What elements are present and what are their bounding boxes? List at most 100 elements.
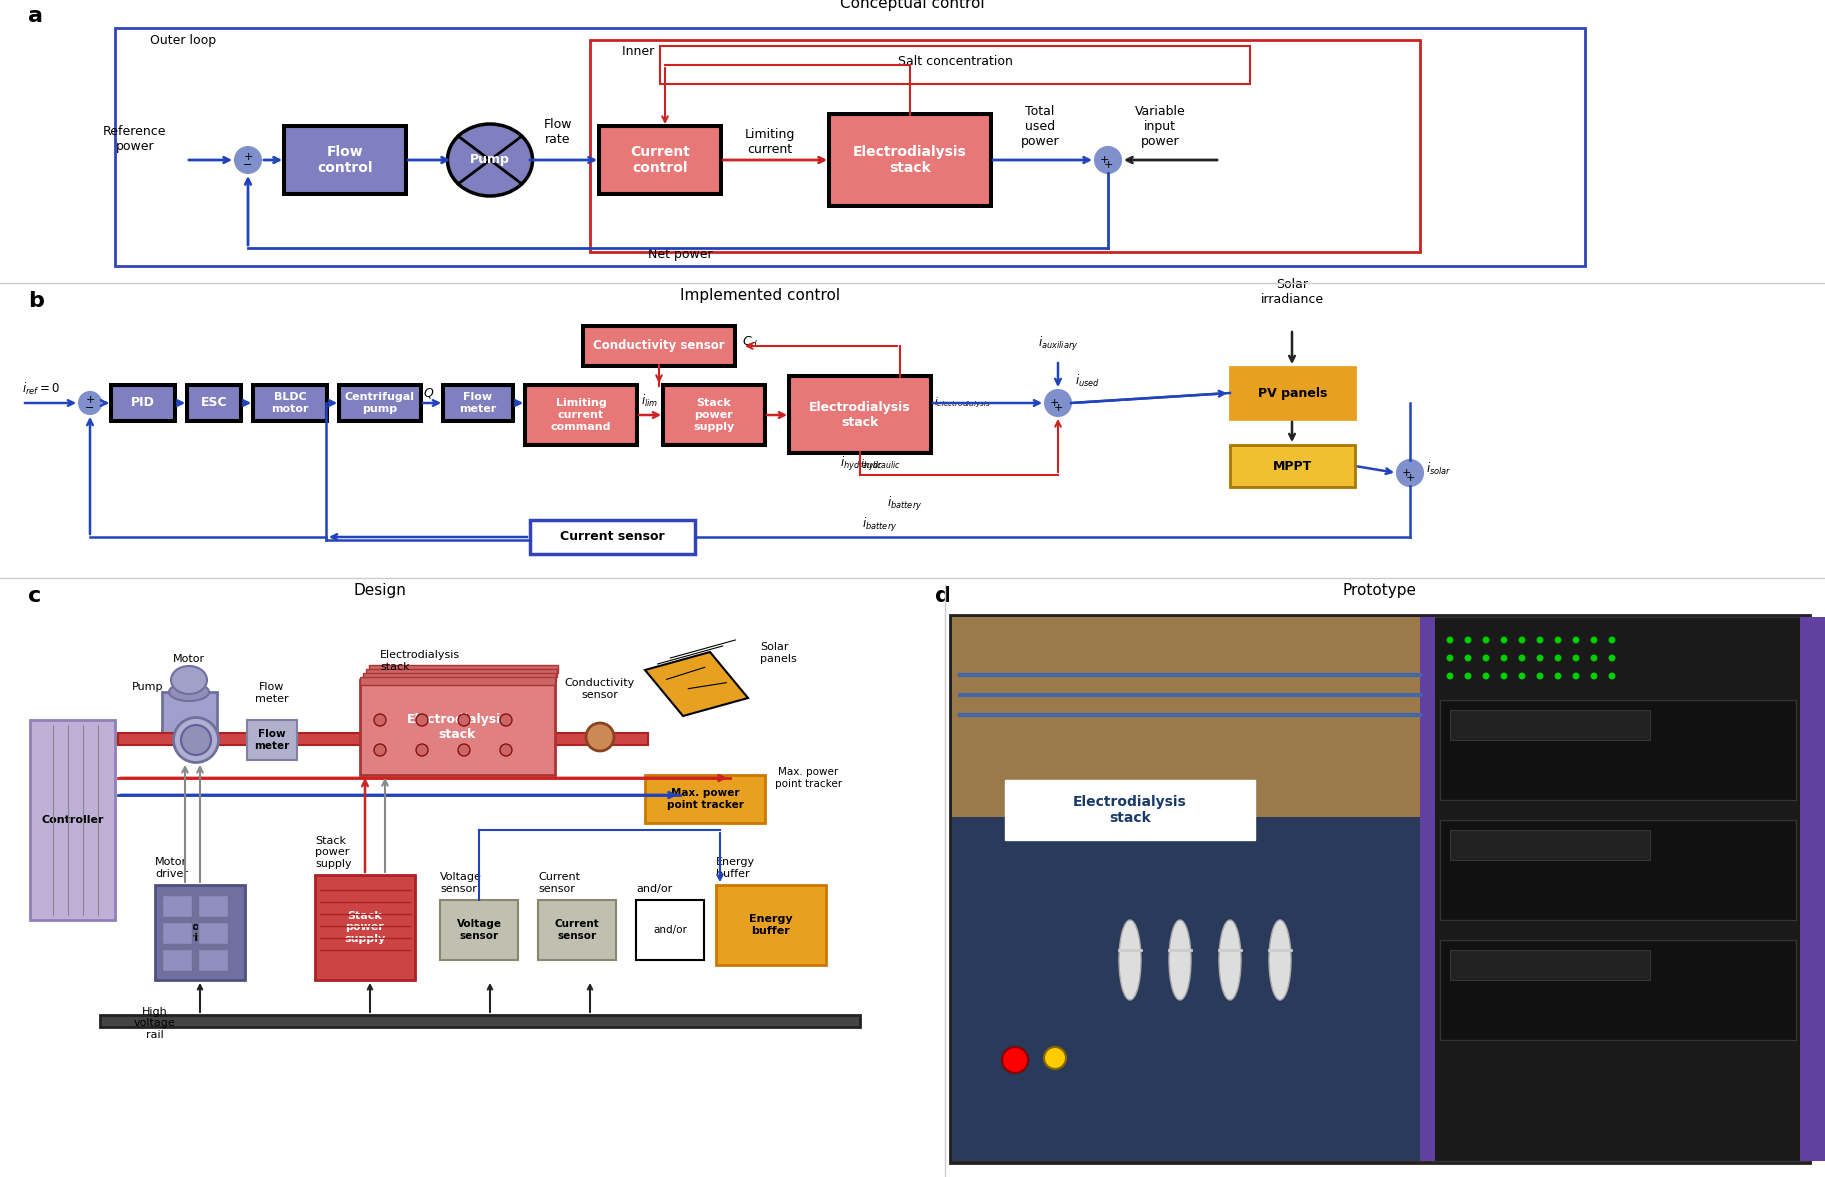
Text: Pump: Pump <box>471 153 509 166</box>
Text: Max. power
point tracker: Max. power point tracker <box>666 789 743 810</box>
Ellipse shape <box>1447 672 1453 679</box>
Ellipse shape <box>1591 672 1597 679</box>
FancyBboxPatch shape <box>252 383 328 423</box>
Ellipse shape <box>1537 672 1544 679</box>
Text: $i_{lim}$: $i_{lim}$ <box>641 393 659 410</box>
Ellipse shape <box>447 124 533 197</box>
Ellipse shape <box>458 714 471 726</box>
Ellipse shape <box>1482 637 1489 644</box>
Ellipse shape <box>416 714 429 726</box>
Text: Conceptual control: Conceptual control <box>840 0 984 11</box>
Text: Current
sensor: Current sensor <box>555 919 599 940</box>
Text: Controller: Controller <box>42 814 104 825</box>
FancyBboxPatch shape <box>110 383 177 423</box>
FancyBboxPatch shape <box>538 900 617 960</box>
Ellipse shape <box>1500 672 1507 679</box>
Text: Salt concentration: Salt concentration <box>898 55 1013 68</box>
Text: Motor: Motor <box>173 654 204 664</box>
FancyBboxPatch shape <box>440 900 518 960</box>
FancyBboxPatch shape <box>584 327 734 365</box>
FancyBboxPatch shape <box>1006 780 1256 840</box>
Text: Electrodialysis
stack: Electrodialysis stack <box>380 651 460 672</box>
FancyBboxPatch shape <box>162 922 192 944</box>
FancyBboxPatch shape <box>597 124 723 197</box>
FancyBboxPatch shape <box>162 949 192 971</box>
Ellipse shape <box>1555 637 1562 644</box>
Text: High
voltage
rail: High voltage rail <box>133 1006 175 1040</box>
Text: +: + <box>1405 473 1414 483</box>
Text: Centrifugal
pump: Centrifugal pump <box>345 392 414 414</box>
FancyBboxPatch shape <box>197 922 228 944</box>
Text: Flow
meter: Flow meter <box>254 730 290 751</box>
FancyBboxPatch shape <box>363 673 557 681</box>
FancyBboxPatch shape <box>1440 940 1796 1040</box>
FancyBboxPatch shape <box>443 386 513 420</box>
FancyBboxPatch shape <box>1420 617 1434 1161</box>
FancyBboxPatch shape <box>162 692 217 742</box>
Text: Current
sensor: Current sensor <box>538 872 580 895</box>
FancyBboxPatch shape <box>111 386 173 420</box>
FancyBboxPatch shape <box>1440 700 1796 800</box>
Ellipse shape <box>1170 920 1192 1000</box>
Text: c: c <box>27 586 42 606</box>
Text: Voltage
sensor: Voltage sensor <box>456 919 502 940</box>
Text: $i_{ref}=0$: $i_{ref}=0$ <box>22 381 60 397</box>
Text: −: − <box>86 403 95 413</box>
Text: Current sensor: Current sensor <box>560 531 664 544</box>
Text: d: d <box>934 586 951 606</box>
FancyBboxPatch shape <box>360 680 555 774</box>
Polygon shape <box>644 652 748 716</box>
FancyBboxPatch shape <box>1451 830 1650 860</box>
Text: $i_{used}$: $i_{used}$ <box>1075 373 1100 390</box>
Text: Q: Q <box>423 386 433 399</box>
Text: Electrodialysis
stack: Electrodialysis stack <box>852 145 967 175</box>
Ellipse shape <box>1002 1048 1027 1073</box>
FancyBboxPatch shape <box>29 720 115 920</box>
Ellipse shape <box>1464 637 1471 644</box>
Text: +: + <box>1053 403 1062 413</box>
Ellipse shape <box>1464 672 1471 679</box>
FancyBboxPatch shape <box>360 677 555 685</box>
Ellipse shape <box>1119 920 1141 1000</box>
Text: Conductivity
sensor: Conductivity sensor <box>566 678 635 700</box>
Text: ESC: ESC <box>201 397 228 410</box>
Ellipse shape <box>1095 147 1121 173</box>
Ellipse shape <box>1482 672 1489 679</box>
FancyBboxPatch shape <box>197 895 228 917</box>
FancyBboxPatch shape <box>285 127 405 193</box>
Ellipse shape <box>1555 654 1562 661</box>
Ellipse shape <box>1591 654 1597 661</box>
Text: MPPT: MPPT <box>1272 459 1312 472</box>
FancyBboxPatch shape <box>197 949 228 971</box>
FancyBboxPatch shape <box>283 124 409 197</box>
Ellipse shape <box>181 725 212 754</box>
FancyBboxPatch shape <box>600 127 721 193</box>
Text: Conductivity sensor: Conductivity sensor <box>593 339 725 352</box>
Text: Stack
power
supply: Stack power supply <box>345 911 385 944</box>
FancyBboxPatch shape <box>830 115 989 205</box>
FancyBboxPatch shape <box>1433 617 1809 1161</box>
FancyBboxPatch shape <box>661 383 766 447</box>
Ellipse shape <box>374 714 387 726</box>
Text: $i_{battery}$: $i_{battery}$ <box>861 516 898 534</box>
Text: PID: PID <box>131 397 155 410</box>
Text: and/or: and/or <box>635 884 672 895</box>
Ellipse shape <box>1591 637 1597 644</box>
Ellipse shape <box>1500 654 1507 661</box>
Text: $C_d$: $C_d$ <box>743 335 759 350</box>
FancyBboxPatch shape <box>644 774 765 823</box>
FancyBboxPatch shape <box>246 720 297 760</box>
FancyBboxPatch shape <box>827 112 993 208</box>
Ellipse shape <box>170 683 210 701</box>
FancyBboxPatch shape <box>524 383 639 447</box>
FancyBboxPatch shape <box>953 617 1433 817</box>
FancyBboxPatch shape <box>119 733 648 745</box>
Ellipse shape <box>500 744 513 756</box>
FancyBboxPatch shape <box>790 377 931 452</box>
FancyBboxPatch shape <box>1451 710 1650 740</box>
Text: $i_{electrodialysis}$: $i_{electrodialysis}$ <box>934 395 991 410</box>
Text: $i_{hydraulic}$: $i_{hydraulic}$ <box>840 455 883 473</box>
FancyBboxPatch shape <box>316 875 414 980</box>
Text: Outer loop: Outer loop <box>150 34 215 47</box>
FancyBboxPatch shape <box>367 669 557 677</box>
